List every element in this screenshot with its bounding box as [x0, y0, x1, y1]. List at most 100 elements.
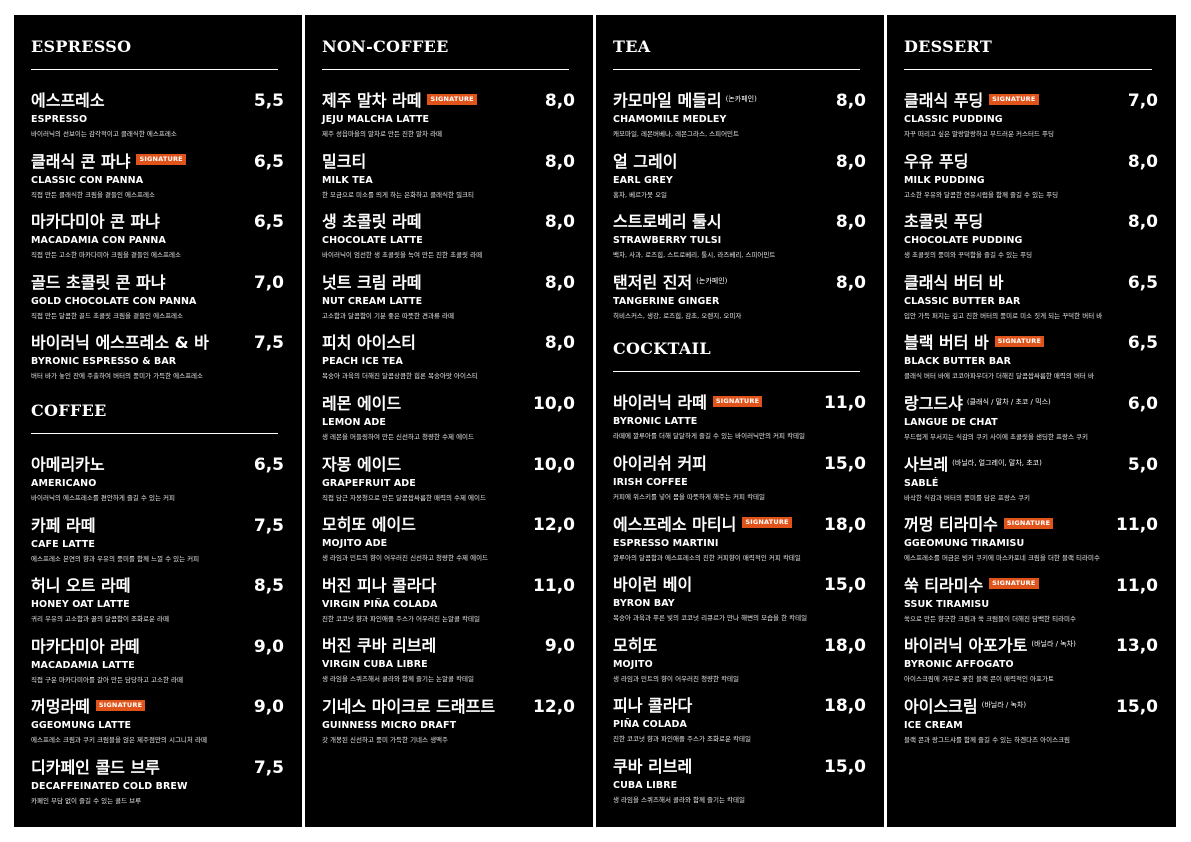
signature-badge: SIGNATURE [95, 699, 146, 711]
item-name-ko: 마카다미아 라떼 [31, 633, 140, 657]
item-price: 7,5 [253, 515, 284, 536]
item-name-ko: 쑥 티라미수 SIGNATURE [904, 572, 1039, 596]
menu-item-row: 블랙 버터 바 SIGNATURE 6,5 [904, 329, 1158, 353]
item-name-ko-text: 탠저린 진저 [613, 272, 693, 292]
section-title: TEA [613, 37, 860, 70]
item-price: 6,5 [1127, 272, 1158, 293]
menu-item: 생 초콜릿 라떼 8,0 CHOCOLATE LATTE 바이러닉이 엄선한 생 초콜… [322, 208, 575, 269]
menu-item: 바이러닉 아포가토 (바닐라 / 녹차) 13,0 BYRONIC AFFOGATO 아… [904, 632, 1158, 693]
item-name-en: SSUK TIRAMISU [904, 598, 990, 610]
item-name-en: CAFE LATTE [31, 538, 95, 550]
item-name-ko-text: 골드 초콜릿 콘 파냐 [31, 272, 166, 292]
item-name-en: CHOCOLATE PUDDING [904, 235, 1023, 247]
item-description: 에스프레소를 머금은 빙커 쿠키에 마스카포네 크림을 더한 블랙 티라미수 [904, 554, 1100, 563]
item-name-ko: 아이리쉬 커피 [613, 450, 707, 474]
menu-item: 기네스 마이크로 드래프트 12,0 GUINNESS MICRO DRAFT 갓 개… [322, 693, 575, 754]
item-name-ko-text: 우유 푸딩 [904, 151, 969, 171]
item-name-ko: 꺼멍라떼 SIGNATURE [31, 693, 146, 717]
menu-list: 아메리카노 6,5 AMERICANO 바이러닉의 에스프레소를 편안하게 즐길 수 … [31, 451, 284, 815]
item-option-note: (논카페인) [696, 276, 728, 285]
item-price: 18,0 [824, 514, 866, 535]
item-price: 8,0 [544, 151, 575, 172]
menu-item: 꺼멍라떼 SIGNATURE 9,0 GGEOMUNG LATTE 에스프레소 크림과 … [31, 693, 284, 754]
item-name-ko: 카모마일 메들리 (논카페인) [613, 87, 757, 111]
menu-item: 모히또 18,0 MOJITO 생 라임과 민트의 향이 어우러진 청량한 칵테일 [613, 632, 866, 693]
menu-item: 클래식 푸딩 SIGNATURE 7,0 CLASSIC PUDDING 자꾸 떠리고 … [904, 87, 1158, 148]
signature-badge: SIGNATURE [742, 517, 792, 529]
menu-item-row: 쿠바 리브레 15,0 [613, 753, 866, 777]
menu-item-row: 피나 콜라다 18,0 [613, 692, 866, 716]
menu-item-row: 버진 피나 콜라다 11,0 [322, 572, 575, 596]
item-name-ko-text: 밀크티 [322, 151, 367, 171]
item-price: 12,0 [533, 515, 575, 536]
item-name-ko-text: 생 초콜릿 라떼 [322, 212, 422, 232]
item-description: 진한 코코넛 향과 파인애플 주스가 조화로운 칵테일 [613, 735, 751, 744]
item-description: 직접 담근 자몽청으로 만든 달콤쌉싸름한 매력의 수제 에이드 [322, 493, 486, 502]
item-price: 7,5 [253, 333, 284, 354]
item-name-ko-text: 쿠바 리브레 [613, 756, 693, 776]
item-name-ko-text: 얼 그레이 [613, 151, 678, 171]
item-name-ko: 바이러닉 아포가토 (바닐라 / 녹차) [904, 632, 1076, 656]
item-name-ko-text: 허니 오트 라떼 [31, 576, 131, 596]
menu-item-row: 피치 아이스티 8,0 [322, 329, 575, 353]
menu-item-row: 자몽 에이드 10,0 [322, 451, 575, 475]
item-price: 15,0 [824, 453, 866, 474]
item-name-ko-text: 피나 콜라다 [613, 696, 693, 716]
menu-item-row: 마카다미아 콘 파냐 6,5 [31, 208, 284, 232]
item-description: 복숭아 과육의 더해진 달콤상큼한 힙론 복숭아맛 아이스티 [322, 372, 478, 381]
item-name-ko: 버진 피나 콜라다 [322, 572, 436, 596]
menu-column-4: DESSERT 클래식 푸딩 SIGNATURE 7,0 CLASSIC PUDDIN… [887, 15, 1176, 827]
menu-item-row: 아이리쉬 커피 15,0 [613, 450, 866, 474]
item-name-ko: 제주 말차 라떼 SIGNATURE [322, 87, 477, 111]
section-title: COCKTAIL [613, 339, 860, 373]
menu-item: 탠저린 진저 (논카페인) 8,0 TANGERINE GINGER 히비스커스, 생강… [613, 269, 866, 330]
item-name-ko: 랑그드샤 (클래식 / 말차 / 초코 / 믹스) [904, 390, 1051, 414]
menu-item: 에스프레소 5,5 ESPRESSO 바이러닉의 선보이는 감각적이고 클래식한 에스… [31, 87, 284, 148]
item-name-ko: 디카페인 콜드 브루 [31, 754, 160, 778]
item-option-note: (바닐라 / 녹차) [1031, 640, 1076, 649]
item-name-ko: 아이스크림 (바닐라 / 녹차) [904, 693, 1026, 717]
menu-item-row: 우유 푸딩 8,0 [904, 148, 1158, 172]
menu-item-row: 밀크티 8,0 [322, 148, 575, 172]
menu-item: 피나 콜라다 18,0 PIÑA COLADA 진한 코코넛 향과 파인애플 주스가 … [613, 692, 866, 753]
item-price: 8,0 [835, 212, 866, 233]
item-name-en: VIRGIN CUBA LIBRE [322, 659, 428, 671]
item-name-ko: 피나 콜라다 [613, 692, 692, 716]
item-name-en: CUBA LIBRE [613, 779, 678, 791]
item-name-en: EARL GREY [613, 174, 673, 186]
item-description: 직접 구운 마카다미아를 갈아 만든 담당하고 고소한 라떼 [31, 675, 184, 684]
item-name-ko: 모히또 에이드 [322, 511, 416, 535]
item-name-en: VIRGIN PIÑA COLADA [322, 598, 438, 610]
item-description: 직접 만든 고소한 마카다미아 크림을 곁들인 에스프레소 [31, 251, 181, 260]
item-name-ko-text: 에스프레소 [31, 91, 105, 110]
signature-badge: SIGNATURE [1003, 517, 1054, 529]
item-price: 11,0 [1116, 515, 1158, 536]
item-description: 블랙 콘과 랑그드샤를 함께 즐길 수 있는 하겐다즈 아이스크림 [904, 735, 1071, 744]
item-name-ko: 버진 쿠바 리브레 [322, 632, 436, 656]
section-title: DESSERT [904, 37, 1152, 70]
item-description: 깔루아의 달콤함과 에스프레소의 진한 커피향이 매력적인 커피 칵테일 [613, 553, 801, 562]
item-name-ko-text: 카페 라떼 [31, 515, 96, 535]
menu-item-row: 에스프레소 5,5 [31, 87, 284, 111]
menu-item-row: 꺼멍라떼 SIGNATURE 9,0 [31, 693, 284, 717]
item-price: 6,5 [1127, 333, 1158, 354]
item-name-ko-text: 클래식 버터 바 [904, 272, 1004, 292]
item-description: 바이러닉의 선보이는 감각적이고 클래식한 에스프레소 [31, 130, 177, 138]
menu-item: 허니 오트 라떼 8,5 HONEY OAT LATTE 귀리 우유의 고소함과 꿀의… [31, 572, 284, 633]
item-name-ko-text: 제주 말차 라떼 [322, 91, 422, 110]
item-price: 5,5 [253, 91, 284, 111]
item-name-ko: 클래식 푸딩 SIGNATURE [904, 87, 1039, 111]
item-name-en: MOJITO ADE [322, 538, 388, 550]
item-name-ko: 초콜릿 푸딩 [904, 208, 983, 232]
item-name-ko: 꺼멍 티라미수 SIGNATURE [904, 511, 1054, 535]
item-price: 15,0 [824, 575, 866, 596]
menu-item-row: 마카다미아 라떼 9,0 [31, 633, 284, 657]
menu-list: 제주 말차 라떼 SIGNATURE 8,0 JEJU MALCHA LATTE 제주 … [322, 87, 575, 754]
item-name-ko-text: 카모마일 메들리 [613, 91, 722, 110]
item-description: 생 초콜릿의 풍미와 꾸덕함을 즐길 수 있는 푸딩 [904, 251, 1033, 260]
menu-item: 마카다미아 콘 파냐 6,5 MACADAMIA CON PANNA 직접 만든 고소… [31, 208, 284, 269]
item-description: 에스프레소 크림과 쿠키 크럼블을 얹은 제주점만의 시그니처 라떼 [31, 736, 207, 745]
menu-item: 얼 그레이 8,0 EARL GREY 홍차, 베르가못 오일 [613, 148, 866, 209]
item-name-ko-text: 클래식 콘 파냐 [31, 151, 131, 171]
item-description: 아이스크림에 겨우로 꽃힌 블랙 콘이 매력적인 아포가토 [904, 675, 1054, 684]
